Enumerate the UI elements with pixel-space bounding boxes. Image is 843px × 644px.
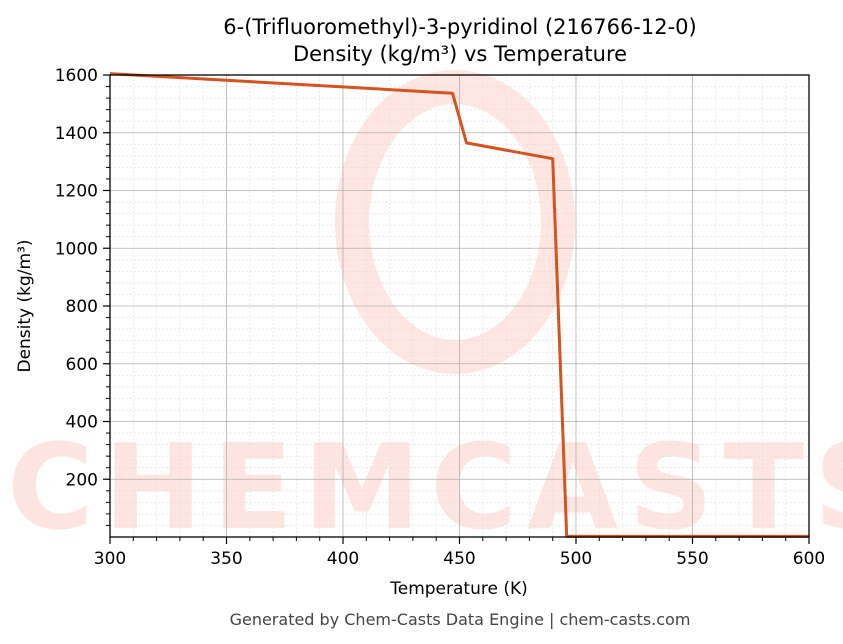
x-tick-label: 600 (793, 549, 825, 569)
x-tick-label: 450 (443, 549, 475, 569)
y-tick-label: 1000 (55, 239, 98, 259)
y-tick-label: 800 (66, 297, 98, 317)
y-tick-label: 1400 (55, 124, 98, 144)
x-tick-label: 550 (676, 549, 708, 569)
y-tick-label: 1600 (55, 66, 98, 86)
ticks: 300 350 400 450 500 550 600 200 400 600 800 1000 120… (55, 66, 825, 569)
chart-title-line-2: Density (kg/m³) vs Temperature (293, 42, 627, 66)
watermark-text: CHEMCASTS (7, 418, 843, 556)
footer-credit: Generated by Chem-Casts Data Engine | ch… (230, 610, 691, 629)
x-tick-label: 350 (210, 549, 242, 569)
y-tick-label: 1200 (55, 182, 98, 202)
x-axis-label: Temperature (K) (389, 579, 528, 599)
y-tick-label: 200 (66, 470, 98, 490)
x-tick-label: 300 (94, 549, 126, 569)
y-tick-label: 400 (66, 413, 98, 433)
y-tick-label: 600 (66, 355, 98, 375)
y-axis-label: Density (kg/m³) (15, 239, 35, 372)
chart-title-line-1: 6-(Trifluoromethyl)-3-pyridinol (216766-… (223, 15, 696, 39)
watermark-logo (335, 70, 575, 374)
watermark: CHEMCASTS (7, 70, 843, 556)
x-tick-label: 400 (327, 549, 359, 569)
x-tick-label: 500 (560, 549, 592, 569)
